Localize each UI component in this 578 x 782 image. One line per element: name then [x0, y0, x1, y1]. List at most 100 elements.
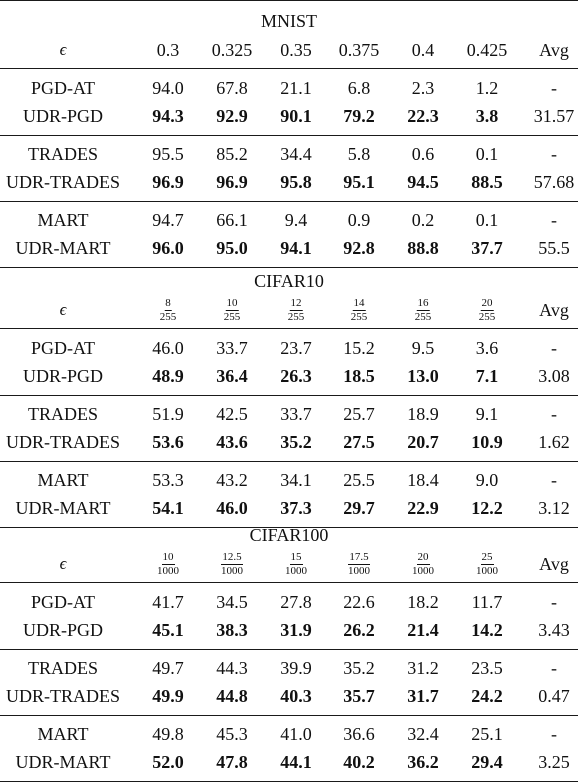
epsilon-value: 0.35: [280, 40, 312, 60]
group-rule: [0, 461, 578, 462]
accuracy-value: 10.9: [471, 432, 503, 452]
epsilon-fraction: 20 255: [478, 298, 497, 323]
epsilon-fraction: 20 1000: [411, 552, 435, 577]
avg-value: 55.5: [538, 238, 570, 258]
epsilon-fraction: 25 1000: [475, 552, 499, 577]
accuracy-value: 33.7: [216, 338, 248, 358]
epsilon-header: ϵ: [59, 40, 67, 59]
accuracy-value: 20.7: [407, 432, 439, 452]
group-rule: [0, 395, 578, 396]
accuracy-value: 29.4: [471, 752, 503, 772]
accuracy-value: 35.7: [343, 686, 375, 706]
accuracy-value: 32.4: [407, 724, 439, 744]
accuracy-value: 36.4: [216, 366, 248, 386]
accuracy-value: 9.1: [475, 404, 499, 424]
accuracy-value: 36.6: [343, 724, 375, 744]
fraction-numerator: 16: [416, 297, 430, 311]
dataset-title: MNIST: [260, 11, 318, 31]
avg-value: 3.43: [538, 620, 570, 640]
accuracy-value: 95.1: [343, 172, 375, 192]
accuracy-value: 94.5: [407, 172, 439, 192]
accuracy-value: 9.0: [475, 470, 499, 490]
fraction-numerator: 12.5: [221, 551, 243, 565]
fraction-numerator: 14: [352, 297, 366, 311]
accuracy-value: 94.1: [280, 238, 312, 258]
accuracy-value: 41.0: [280, 724, 312, 744]
avg-value: -: [551, 592, 557, 612]
accuracy-value: 92.8: [343, 238, 375, 258]
accuracy-value: 67.8: [216, 78, 248, 98]
accuracy-value: 2.3: [411, 78, 435, 98]
header-rule: [0, 328, 578, 329]
accuracy-value: 22.3: [407, 106, 439, 126]
epsilon-fraction: 16 255: [414, 298, 433, 323]
accuracy-value: 9.5: [411, 338, 435, 358]
accuracy-value: 15.2: [343, 338, 375, 358]
fraction-denominator: 1000: [221, 565, 243, 577]
accuracy-value: 21.1: [280, 78, 312, 98]
accuracy-value: 92.9: [216, 106, 248, 126]
avg-header: Avg: [539, 554, 569, 574]
fraction-numerator: 10: [161, 551, 175, 565]
avg-value: -: [551, 210, 557, 230]
accuracy-value: 13.0: [407, 366, 439, 386]
accuracy-value: 0.2: [411, 210, 435, 230]
accuracy-value: 43.6: [216, 432, 248, 452]
epsilon-fraction: 12 255: [287, 298, 306, 323]
accuracy-value: 37.7: [471, 238, 503, 258]
accuracy-value: 18.9: [407, 404, 439, 424]
accuracy-value: 22.9: [407, 498, 439, 518]
method-name: MART: [37, 724, 89, 744]
avg-header: Avg: [539, 40, 569, 60]
accuracy-value: 52.0: [152, 752, 184, 772]
accuracy-value: 39.9: [280, 658, 312, 678]
header-rule: [0, 68, 578, 69]
avg-value: -: [551, 338, 557, 358]
accuracy-value: 37.3: [280, 498, 312, 518]
fraction-numerator: 15: [289, 551, 303, 565]
accuracy-value: 6.8: [347, 78, 371, 98]
accuracy-value: 11.7: [471, 592, 503, 612]
method-name: PGD-AT: [30, 338, 96, 358]
epsilon-fraction: 14 255: [350, 298, 369, 323]
fraction-denominator: 255: [350, 311, 368, 323]
accuracy-value: 94.0: [152, 78, 184, 98]
group-rule: [0, 649, 578, 650]
accuracy-value: 18.4: [407, 470, 439, 490]
avg-value: 31.57: [533, 106, 575, 126]
avg-value: -: [551, 144, 557, 164]
accuracy-value: 25.5: [343, 470, 375, 490]
avg-value: -: [551, 470, 557, 490]
accuracy-value: 35.2: [343, 658, 375, 678]
accuracy-value: 44.8: [216, 686, 248, 706]
fraction-denominator: 1000: [157, 565, 179, 577]
method-name: PGD-AT: [30, 592, 96, 612]
fraction-denominator: 1000: [285, 565, 307, 577]
accuracy-value: 26.3: [280, 366, 312, 386]
accuracy-value: 53.3: [152, 470, 184, 490]
accuracy-value: 88.5: [471, 172, 503, 192]
accuracy-value: 26.2: [343, 620, 375, 640]
method-name: TRADES: [27, 144, 99, 164]
accuracy-value: 27.5: [343, 432, 375, 452]
fraction-denominator: 255: [478, 311, 496, 323]
accuracy-value: 49.8: [152, 724, 184, 744]
method-name: UDR-TRADES: [5, 172, 121, 192]
accuracy-value: 33.7: [280, 404, 312, 424]
epsilon-fraction: 15 1000: [284, 552, 308, 577]
avg-value: -: [551, 78, 557, 98]
fraction-denominator: 1000: [476, 565, 498, 577]
method-name: MART: [37, 210, 89, 230]
avg-value: 1.62: [538, 432, 570, 452]
avg-value: 3.08: [538, 366, 570, 386]
accuracy-value: 31.2: [407, 658, 439, 678]
accuracy-value: 95.0: [216, 238, 248, 258]
accuracy-value: 14.2: [471, 620, 503, 640]
accuracy-value: 45.1: [152, 620, 184, 640]
method-name: MART: [37, 470, 89, 490]
accuracy-value: 88.8: [407, 238, 439, 258]
fraction-denominator: 1000: [348, 565, 370, 577]
accuracy-value: 41.7: [152, 592, 184, 612]
avg-value: -: [551, 724, 557, 744]
group-rule: [0, 201, 578, 202]
